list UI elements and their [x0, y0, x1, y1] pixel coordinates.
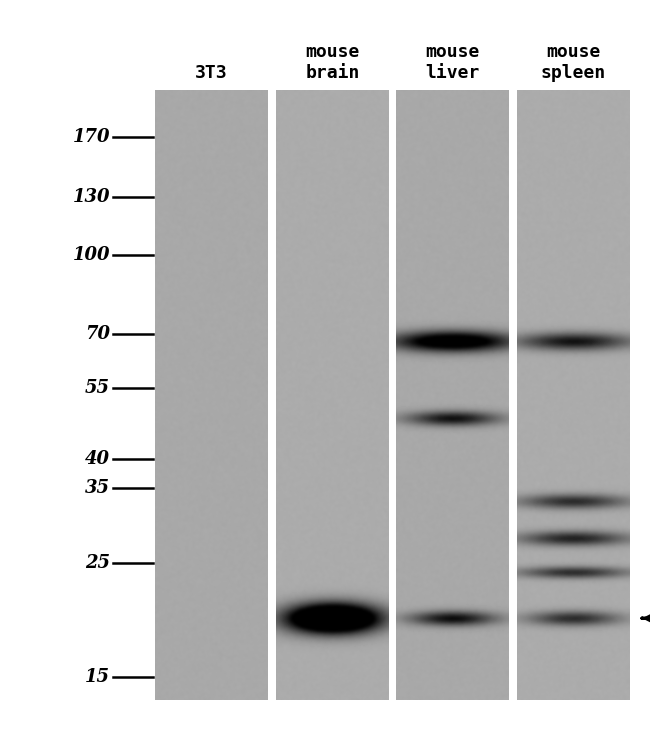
Text: 15: 15: [85, 668, 110, 686]
Text: 55: 55: [85, 379, 110, 397]
Text: 3T3: 3T3: [195, 64, 228, 82]
Text: 170: 170: [73, 128, 110, 146]
Text: 35: 35: [85, 480, 110, 498]
Text: 40: 40: [85, 450, 110, 468]
Text: 25: 25: [85, 554, 110, 572]
Text: 70: 70: [85, 325, 110, 343]
Text: mouse
spleen: mouse spleen: [541, 43, 606, 82]
Text: mouse
liver: mouse liver: [425, 43, 480, 82]
Text: 130: 130: [73, 187, 110, 205]
Text: mouse
brain: mouse brain: [306, 43, 359, 82]
Text: 100: 100: [73, 246, 110, 264]
